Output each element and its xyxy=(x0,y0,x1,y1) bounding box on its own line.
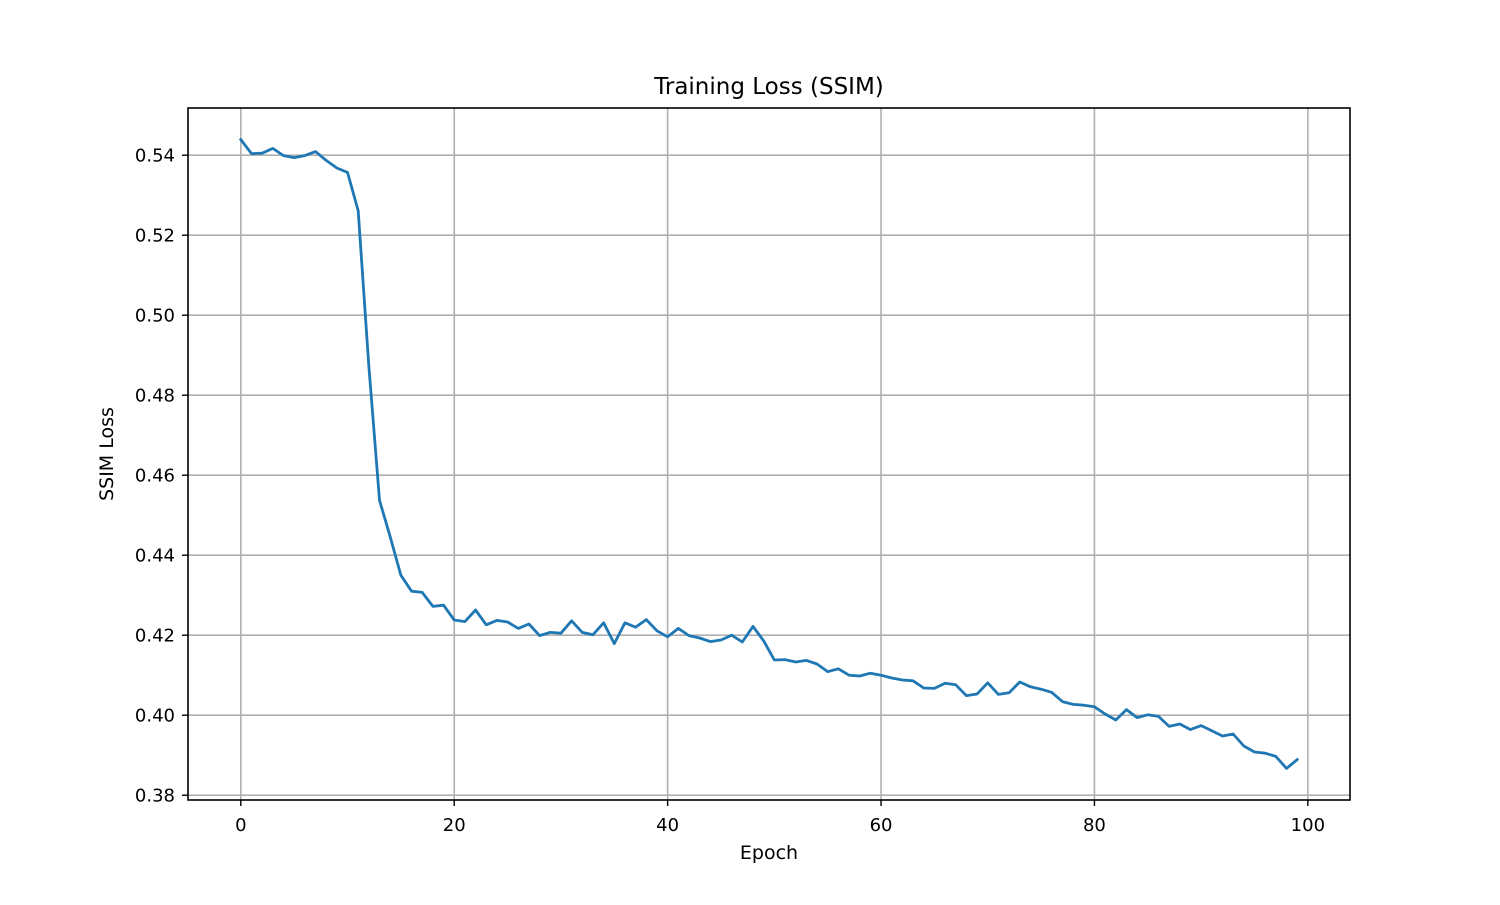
plot-frame xyxy=(187,107,1351,801)
series-layer xyxy=(238,137,1300,770)
y-tick-label: 0.50 xyxy=(135,306,175,327)
x-tick-label: 0 xyxy=(235,815,246,836)
x-tick-label: 100 xyxy=(1291,815,1325,836)
x-tick-label: 40 xyxy=(656,815,679,836)
chart-title: Training Loss (SSIM) xyxy=(653,74,884,100)
x-tick-label: 80 xyxy=(1083,815,1106,836)
y-tick-label: 0.54 xyxy=(135,146,175,167)
y-axis-label: SSIM Loss xyxy=(96,407,118,501)
grid xyxy=(188,108,1350,800)
series-line xyxy=(238,137,1300,770)
y-tick-label: 0.40 xyxy=(135,706,175,727)
y-tick-label: 0.38 xyxy=(135,786,175,807)
x-tick-label: 60 xyxy=(870,815,893,836)
y-tick-label: 0.52 xyxy=(135,226,175,247)
ticks: 0 20 40 60 80 100 0.38 0.40 0.42 0.44 0.46 0.48 0.50… xyxy=(135,146,1325,836)
x-axis-label: Epoch xyxy=(740,842,798,864)
x-tick-label: 20 xyxy=(443,815,466,836)
y-tick-label: 0.48 xyxy=(135,386,175,407)
y-tick-label: 0.42 xyxy=(135,626,175,647)
y-tick-label: 0.46 xyxy=(135,466,175,487)
y-tick-label: 0.44 xyxy=(135,546,175,567)
